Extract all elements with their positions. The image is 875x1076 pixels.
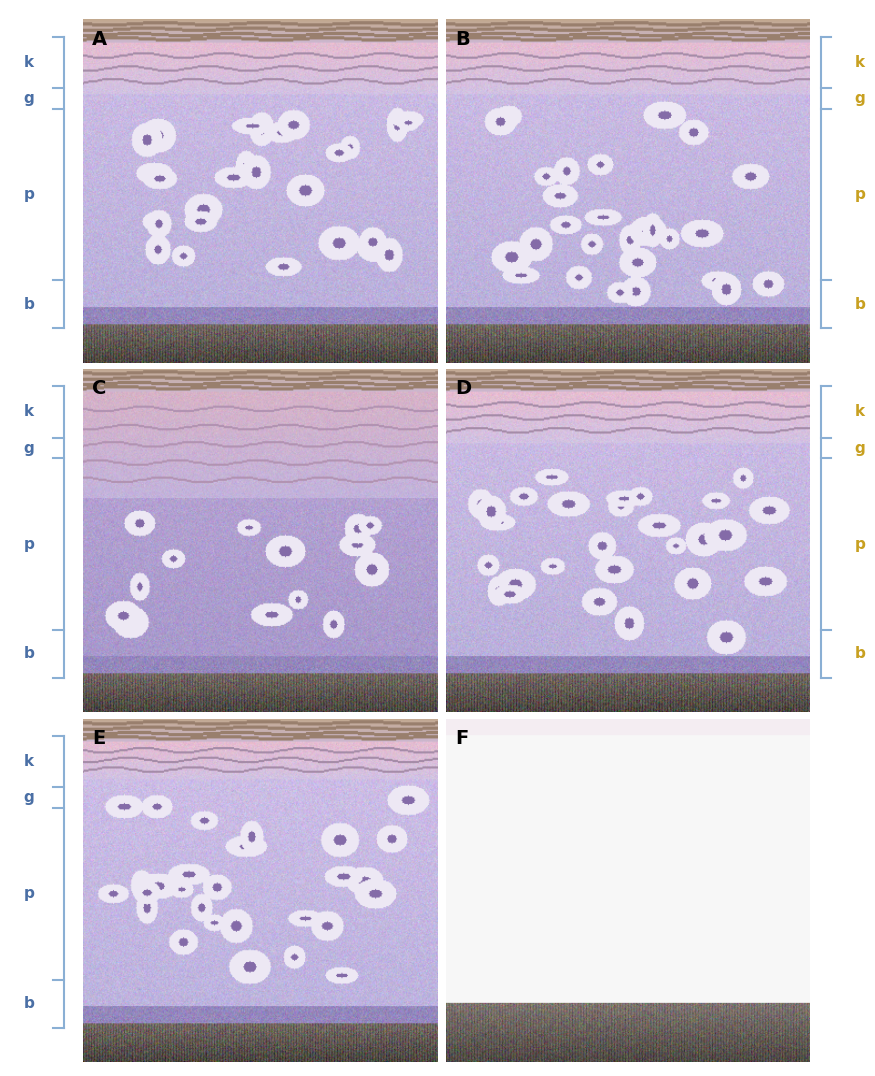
Text: E: E: [92, 730, 105, 748]
Text: b: b: [24, 297, 34, 312]
Text: D: D: [455, 380, 472, 398]
Text: k: k: [855, 55, 865, 70]
Text: g: g: [24, 790, 34, 805]
Text: F: F: [455, 730, 469, 748]
Text: k: k: [855, 405, 865, 420]
Text: p: p: [24, 187, 34, 202]
Text: g: g: [855, 90, 865, 105]
Text: b: b: [24, 996, 34, 1011]
Text: C: C: [92, 380, 107, 398]
Text: B: B: [455, 30, 470, 48]
Text: k: k: [24, 754, 34, 769]
Text: k: k: [24, 405, 34, 420]
Text: p: p: [24, 537, 34, 552]
Text: g: g: [24, 90, 34, 105]
Text: b: b: [855, 297, 865, 312]
Text: p: p: [855, 187, 865, 202]
Text: g: g: [855, 440, 865, 455]
Text: A: A: [92, 30, 107, 48]
Text: p: p: [24, 887, 34, 902]
Text: b: b: [855, 647, 865, 662]
Text: g: g: [24, 440, 34, 455]
Text: p: p: [855, 537, 865, 552]
Text: b: b: [24, 647, 34, 662]
Text: k: k: [24, 55, 34, 70]
